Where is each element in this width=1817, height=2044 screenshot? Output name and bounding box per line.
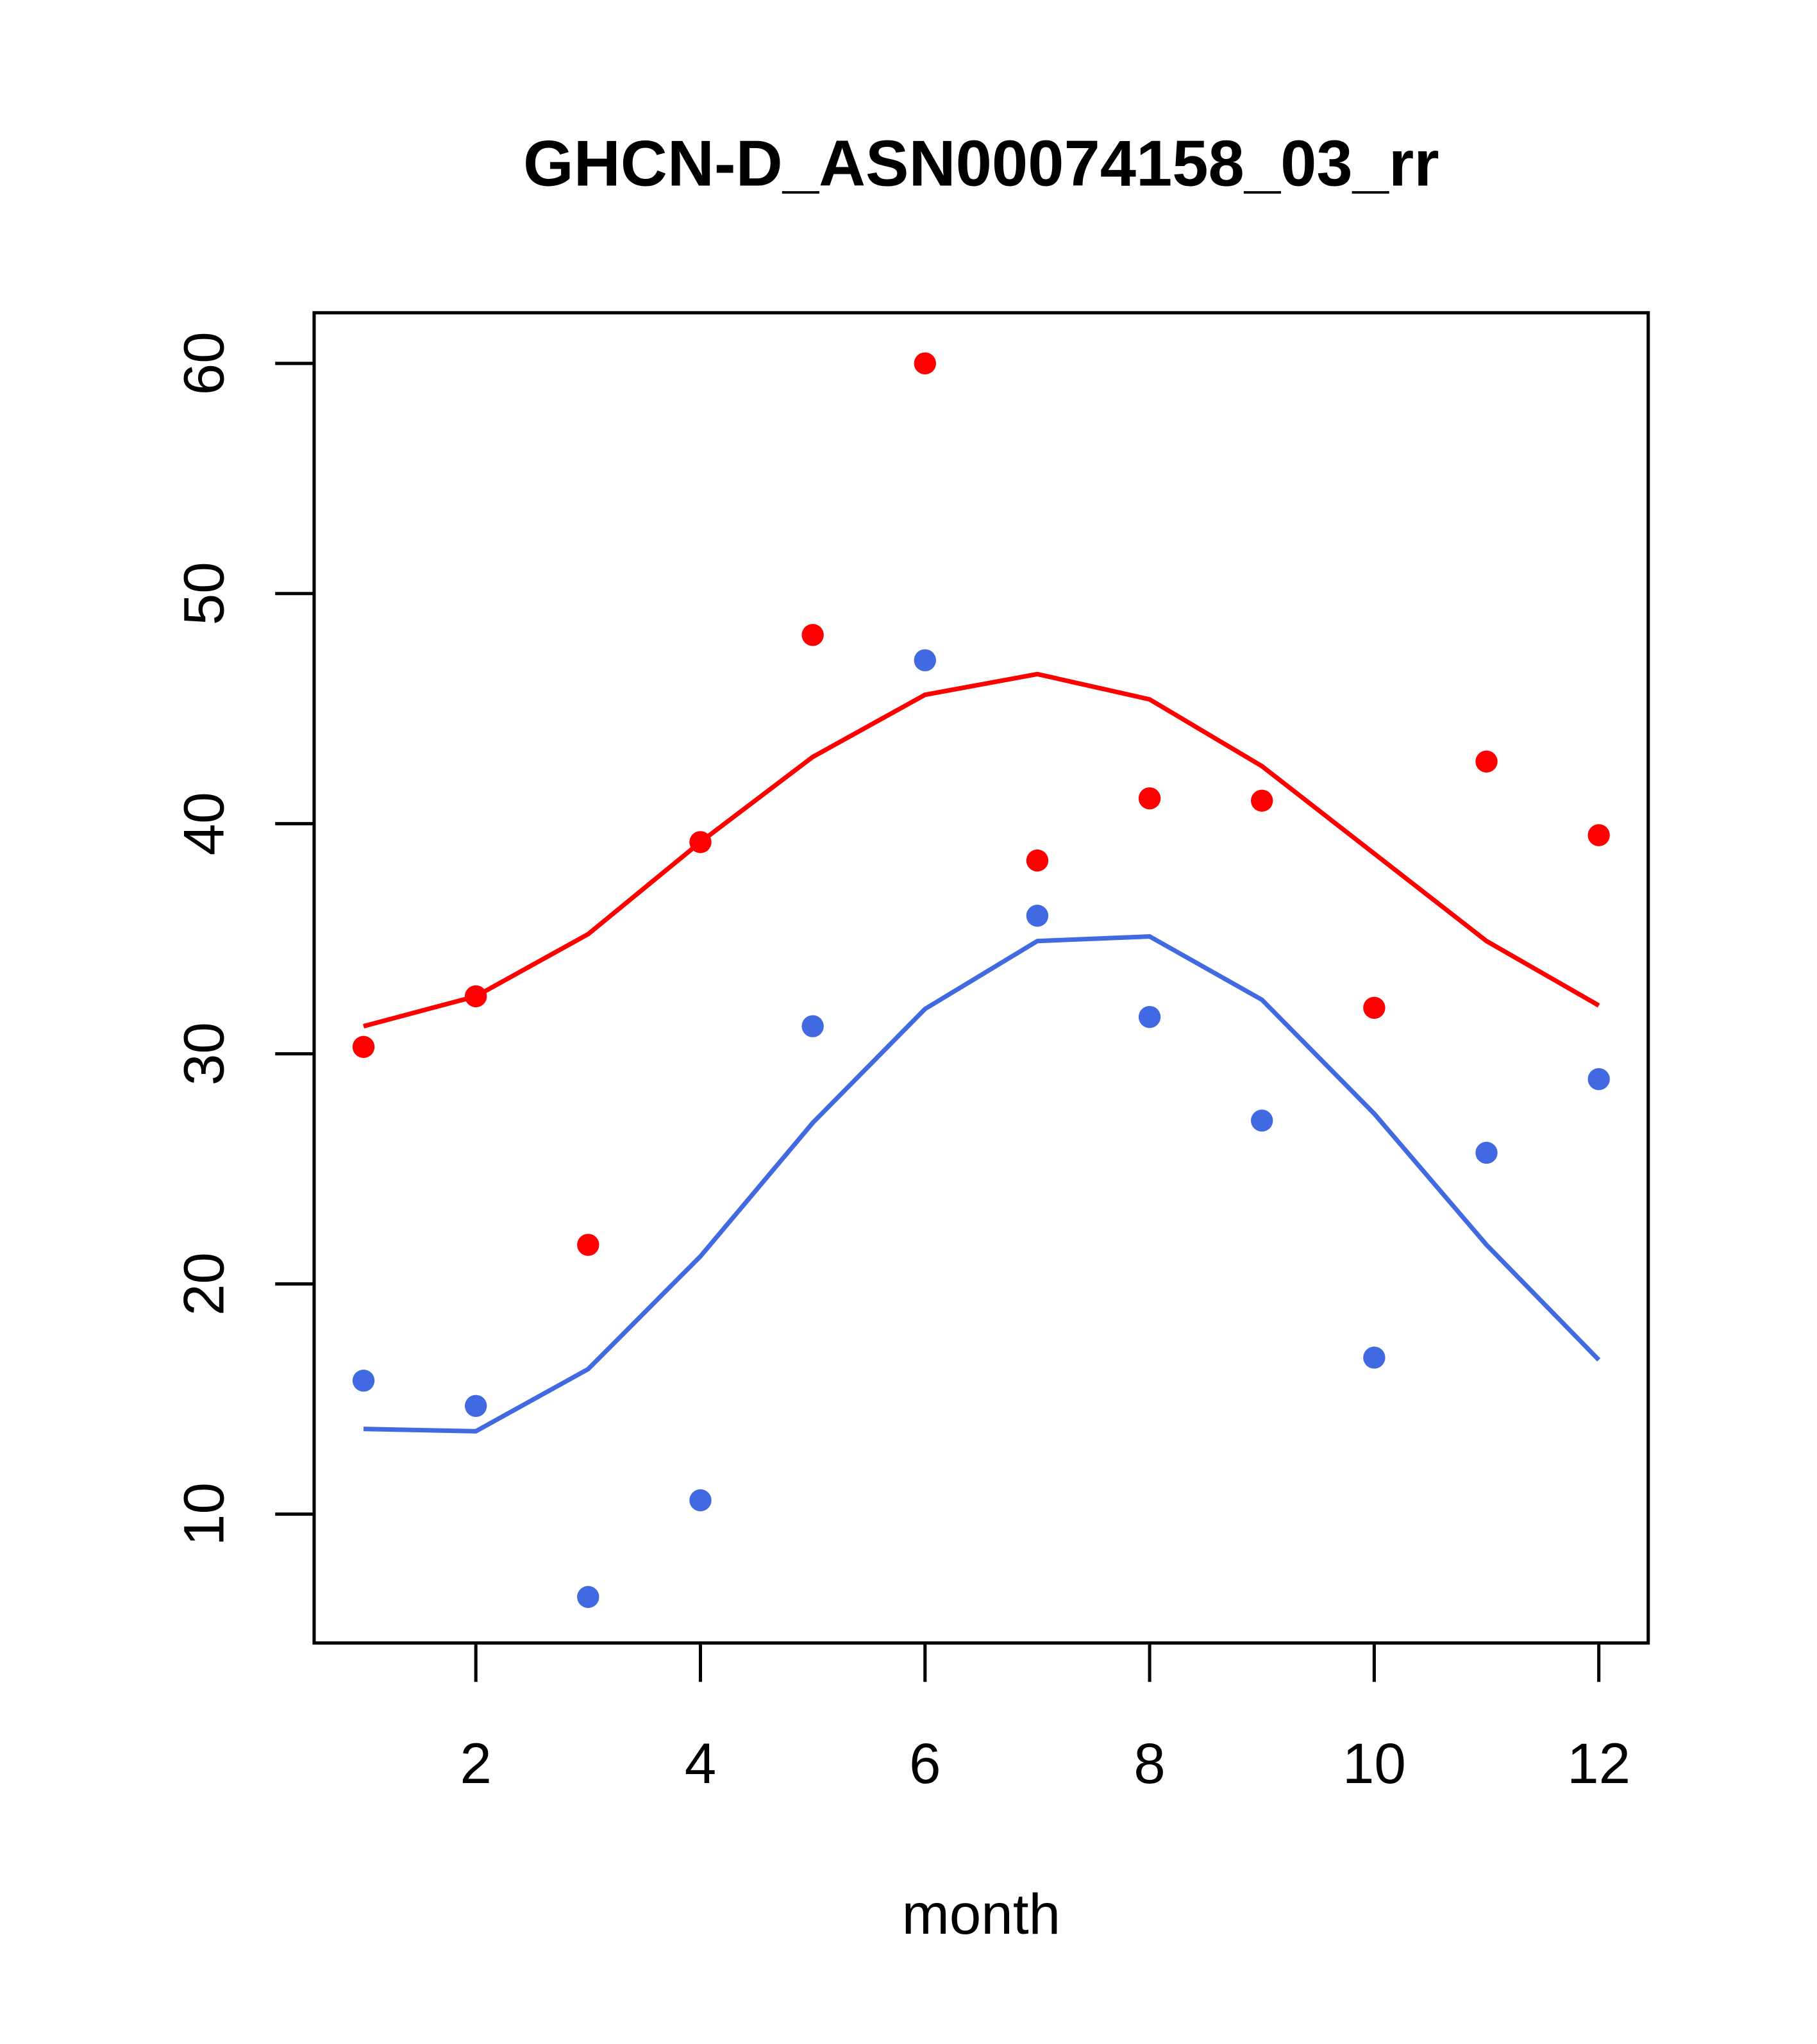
blue-data-point [914,649,936,672]
y-tick-label: 40 [171,792,235,855]
red-data-point [1251,789,1273,812]
red-data-point [1363,996,1386,1019]
red-data-point [577,1234,599,1256]
chart-title: GHCN-D_ASN00074158_03_rr [523,127,1439,199]
blue-data-point [1138,1005,1161,1028]
blue-data-point [801,1015,824,1037]
y-tick-label: 50 [171,562,235,625]
red-data-point [914,352,936,374]
red-data-point [352,1035,375,1059]
red-data-point [1138,787,1161,810]
y-tick-label: 60 [171,331,235,395]
x-tick-label: 12 [1567,1731,1630,1795]
blue-data-point [577,1586,599,1608]
red-data-point [1475,750,1498,773]
blue-data-point [1363,1346,1386,1369]
blue-line [363,934,1601,1434]
plot-frame [312,311,1650,1645]
blue-data-point [689,1489,712,1512]
x-tick-label: 6 [909,1731,941,1795]
x-tick-label: 10 [1343,1731,1406,1795]
blue-data-point [352,1370,375,1392]
x-tick-label: 4 [685,1731,717,1795]
x-tick-label: 2 [460,1731,492,1795]
y-tick-label: 20 [171,1252,235,1316]
red-line [363,671,1600,1028]
x-axis: 2 4 6 8 10 12 [460,1643,1630,1795]
blue-data-point [1251,1109,1273,1132]
x-axis-label: month [902,1882,1061,1946]
blue-data-point [1475,1141,1498,1164]
blue-data-point [464,1395,487,1418]
y-tick-label: 10 [171,1482,235,1546]
red-data-point [1026,849,1049,872]
blue-data-point [1587,1068,1610,1091]
x-tick-label: 8 [1134,1731,1166,1795]
series-layer [352,352,1610,1608]
red-data-point [801,624,824,646]
blue-data-point [1026,905,1049,927]
y-axis: 10 20 30 40 50 60 [171,331,314,1546]
y-tick-label: 30 [171,1022,235,1085]
red-data-point [1587,824,1610,846]
